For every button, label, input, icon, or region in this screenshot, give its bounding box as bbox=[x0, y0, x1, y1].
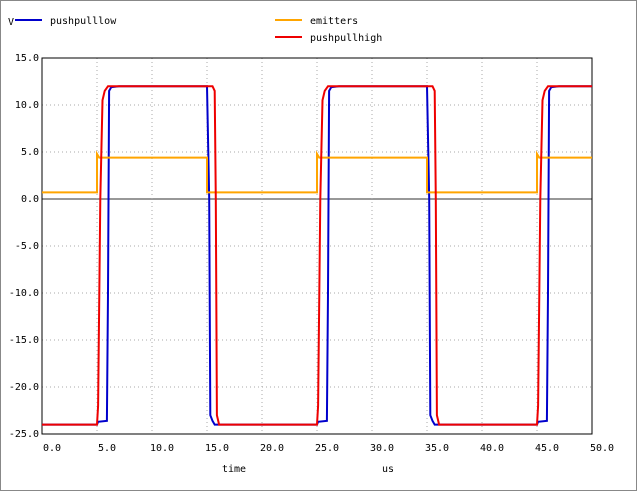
y-tick-label: -10.0 bbox=[9, 288, 39, 299]
x-tick-label: 35.0 bbox=[425, 443, 449, 454]
x-tick-label: 20.0 bbox=[260, 443, 284, 454]
legend-label: emitters bbox=[310, 16, 358, 27]
y-tick-label: -25.0 bbox=[9, 429, 39, 440]
x-tick-label: 30.0 bbox=[370, 443, 394, 454]
y-tick-label: 5.0 bbox=[21, 147, 39, 158]
x-tick-label: 25.0 bbox=[315, 443, 339, 454]
x-axis-label: time bbox=[222, 464, 246, 475]
y-tick-label: 0.0 bbox=[21, 194, 39, 205]
y-tick-label: -15.0 bbox=[9, 335, 39, 346]
x-tick-label: 10.0 bbox=[150, 443, 174, 454]
x-tick-label: 50.0 bbox=[590, 443, 614, 454]
series-line bbox=[42, 85, 592, 426]
x-tick-label: 0.0 bbox=[43, 443, 61, 454]
y-axis-label: V bbox=[8, 17, 14, 28]
legend-label: pushpullhigh bbox=[310, 33, 382, 44]
series-line bbox=[42, 150, 592, 194]
x-tick-label: 5.0 bbox=[98, 443, 116, 454]
series-line bbox=[42, 85, 592, 426]
x-tick-label: 45.0 bbox=[535, 443, 559, 454]
y-tick-label: 15.0 bbox=[15, 53, 39, 64]
plot-border bbox=[41, 57, 593, 435]
legend-label: pushpulllow bbox=[50, 16, 117, 27]
y-tick-label: -20.0 bbox=[9, 382, 39, 393]
x-tick-label: 40.0 bbox=[480, 443, 504, 454]
x-tick-label: 15.0 bbox=[205, 443, 229, 454]
y-tick-label: 10.0 bbox=[15, 100, 39, 111]
y-tick-label: -5.0 bbox=[15, 241, 39, 252]
x-axis-unit: us bbox=[382, 464, 394, 475]
